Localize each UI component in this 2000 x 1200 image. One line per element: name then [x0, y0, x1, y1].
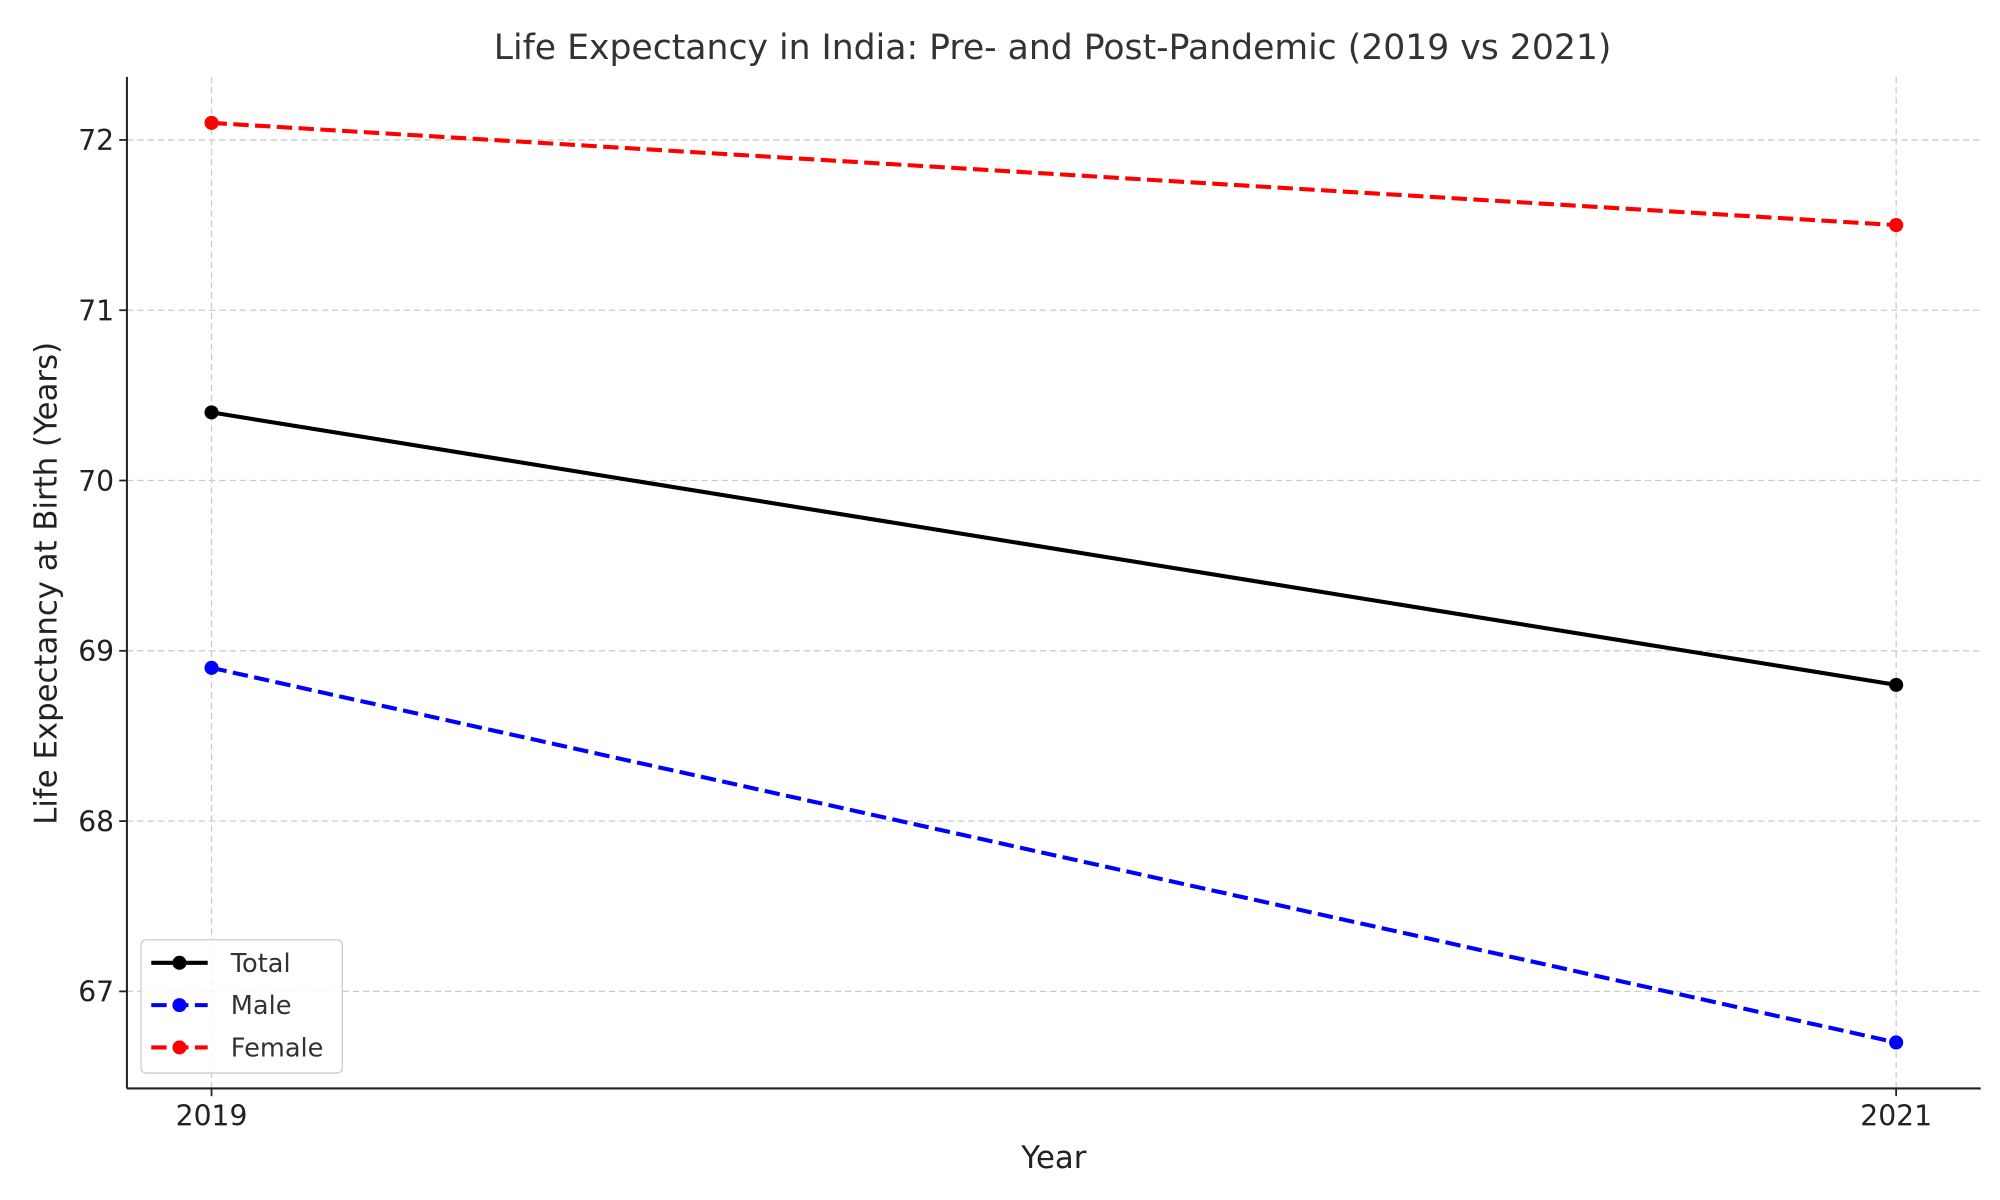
legend-label-total: Total: [230, 949, 291, 979]
ticks: 67 68 69 70 71 72 2019 2021: [78, 124, 1932, 1132]
series-line-female: [211, 120, 1897, 228]
x-tick-label: 2019: [176, 1100, 248, 1133]
legend-marker-female: [172, 1040, 187, 1055]
y-tick-label: 72: [78, 124, 114, 157]
y-tick-label: 71: [78, 294, 114, 327]
legend: Total Male Female: [140, 939, 343, 1074]
series-line-male: [211, 665, 1897, 1045]
x-axis-label: Year: [1020, 1140, 1086, 1176]
legend-box: [140, 939, 343, 1074]
legend-marker-total: [172, 955, 187, 970]
data-point-female: [204, 115, 219, 130]
y-axis-label: Life Expectancy at Birth (Years): [28, 342, 64, 825]
data-point-total: [204, 405, 219, 420]
y-tick-label: 67: [78, 976, 114, 1009]
chart-title: Life Expectancy in India: Pre- and Post-…: [494, 28, 1612, 68]
series-line-total: [211, 410, 1897, 687]
grid: [126, 76, 1981, 1089]
y-tick-label: 70: [78, 465, 114, 498]
data-point-male: [1889, 1035, 1904, 1050]
x-tick-label: 2021: [1860, 1100, 1932, 1133]
series-group: [204, 115, 1904, 1050]
data-point-total: [1889, 677, 1904, 692]
legend-label-male: Male: [231, 991, 292, 1021]
data-point-male: [204, 660, 219, 675]
y-tick-label: 68: [78, 805, 114, 838]
data-point-female: [1889, 218, 1904, 233]
y-tick-label: 69: [78, 635, 114, 668]
legend-label-female: Female: [231, 1033, 324, 1063]
legend-marker-male: [172, 998, 187, 1013]
